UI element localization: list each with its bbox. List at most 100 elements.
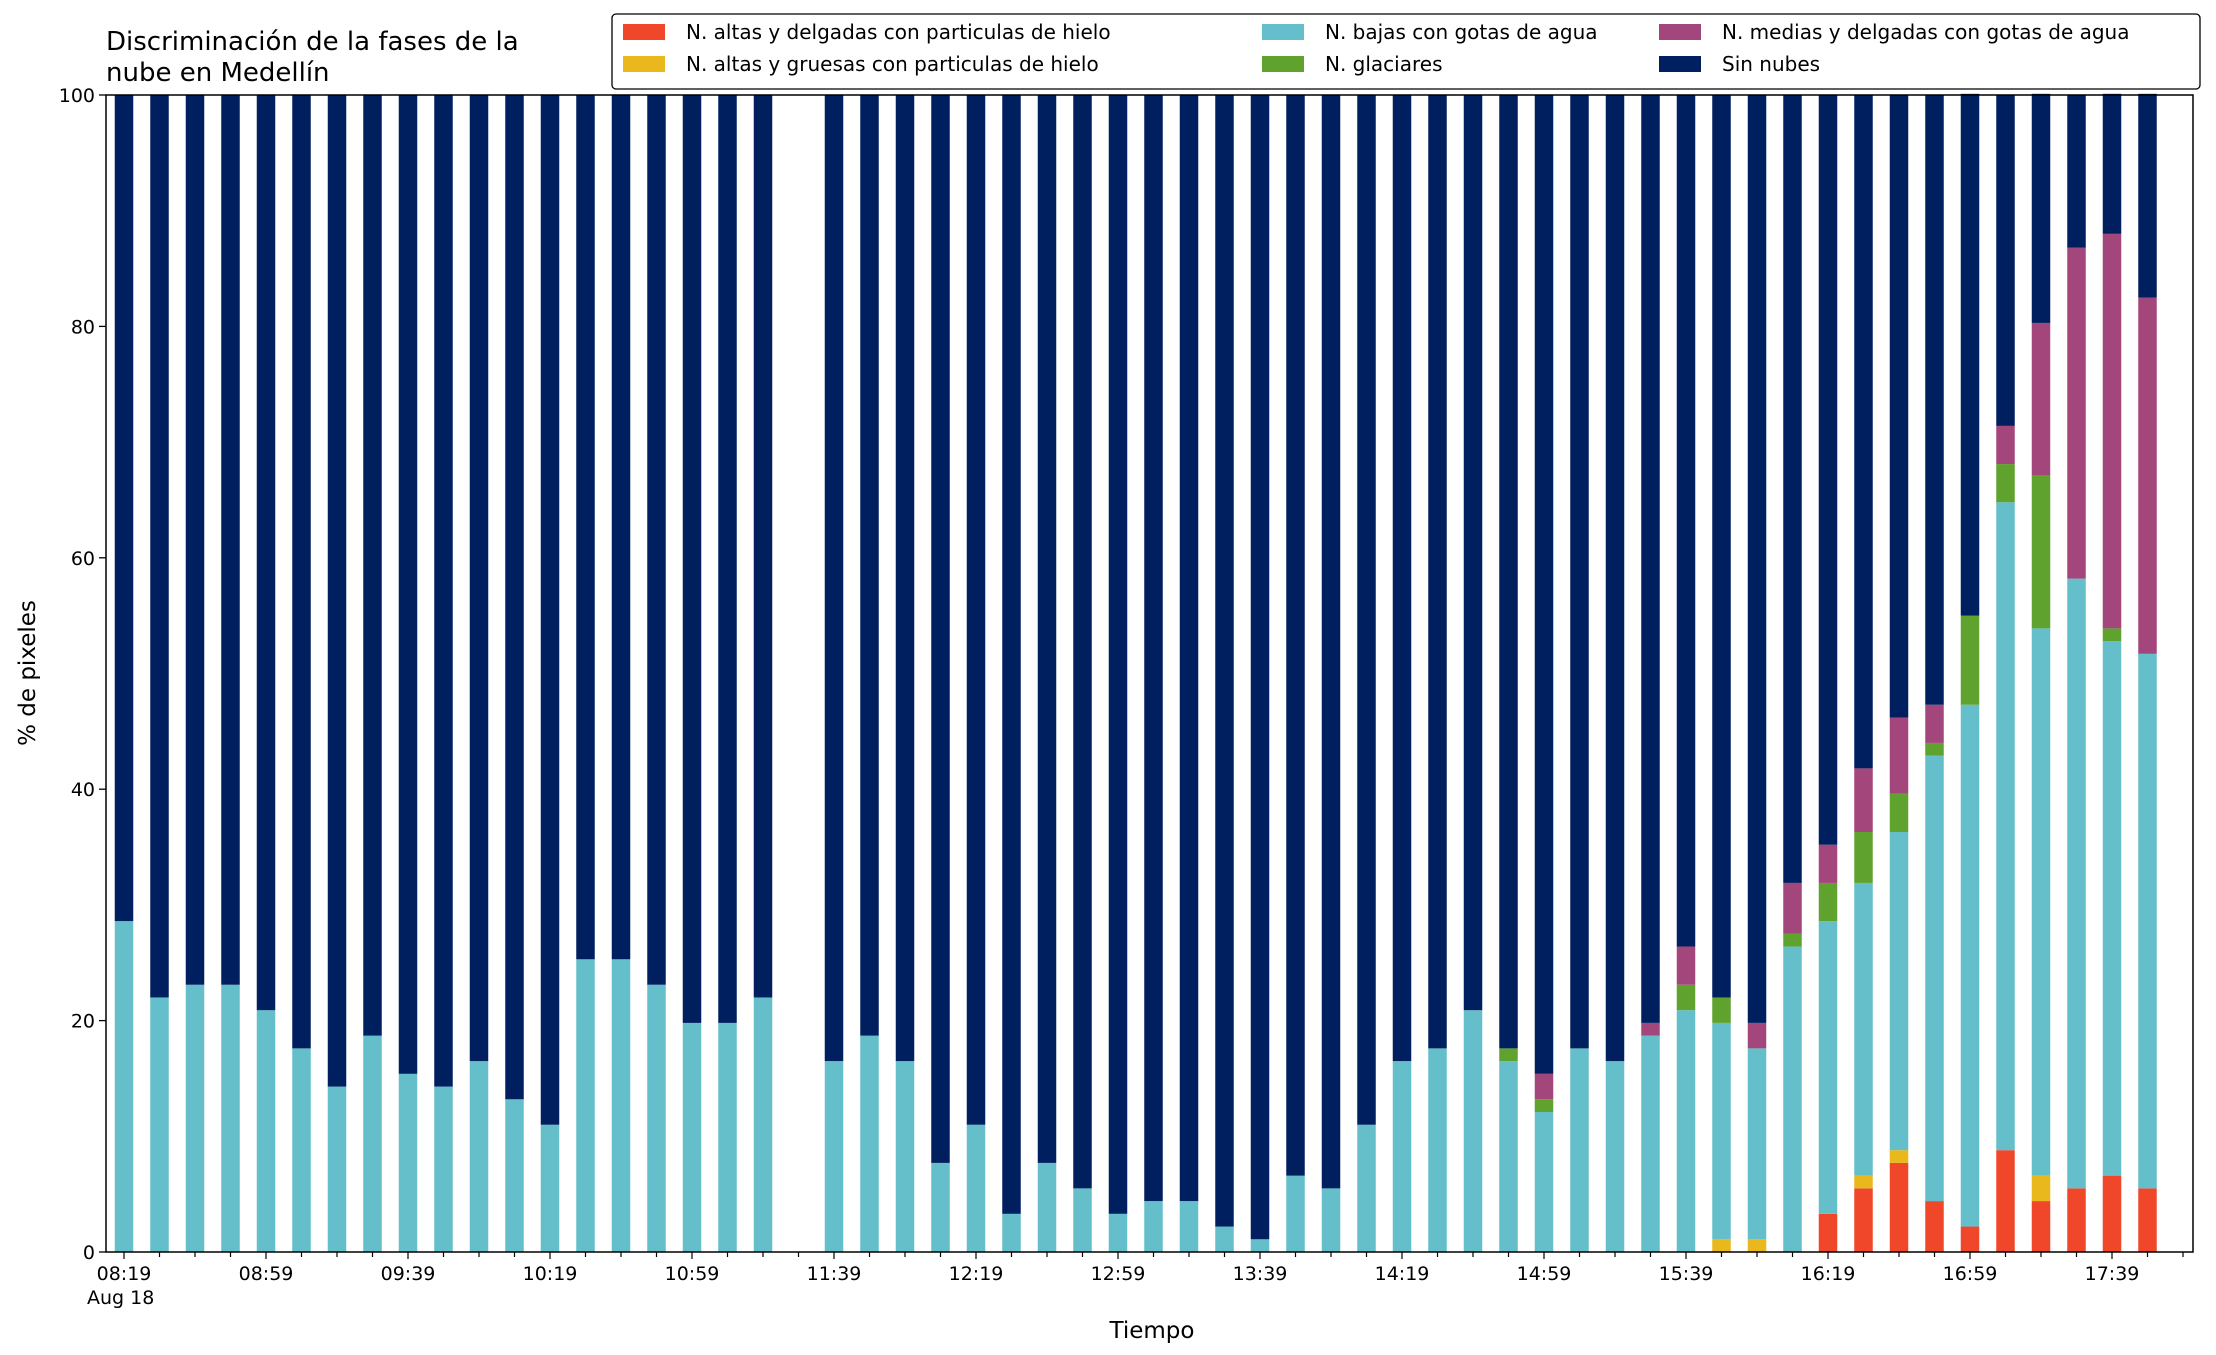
y-tick-label: 40 <box>71 779 95 801</box>
bar-segment <box>1215 95 1234 1227</box>
legend-item: Sin nubes <box>1659 52 1820 76</box>
bar-segment <box>1712 1239 1731 1252</box>
x-tick-label: 08:19 <box>97 1263 152 1285</box>
bar-segment <box>1747 1022 1767 1049</box>
bar-segment <box>611 959 631 1252</box>
bar-segment <box>2102 1175 2122 1252</box>
bar-segment <box>1534 1073 1554 1100</box>
bar-segment <box>1641 1035 1660 1252</box>
bar-segment <box>1783 882 1802 934</box>
bar-segment <box>1250 1239 1270 1252</box>
bar-segment <box>185 95 205 985</box>
bar-segment <box>1889 95 1909 718</box>
bar-segment <box>931 95 950 1163</box>
bar-segment <box>150 997 169 1252</box>
bar-segment <box>1108 1213 1128 1252</box>
bar-segment <box>363 1035 382 1252</box>
x-tick-label: 16:19 <box>1801 1263 1856 1285</box>
bar-segment <box>1747 1048 1767 1240</box>
bar-segment <box>1783 95 1802 883</box>
bar-segment <box>434 1086 453 1252</box>
legend: N. altas y delgadas con particulas de hi… <box>611 13 2201 90</box>
bar-segment <box>2102 233 2122 629</box>
bar-segment <box>895 95 915 1062</box>
bar-segment <box>114 95 134 922</box>
plot-frame <box>105 94 2194 1253</box>
bar-segment <box>1676 1010 1696 1252</box>
bar-segment <box>2031 475 2051 629</box>
bar-segment <box>1925 95 1944 705</box>
bar-segment <box>1818 1213 1838 1252</box>
x-tick-label: 12:19 <box>949 1263 1004 1285</box>
bar-segment <box>292 95 311 1049</box>
bar-segment <box>1925 704 1944 743</box>
bar-segment <box>2031 93 2051 323</box>
bar-segment <box>895 1061 915 1252</box>
x-tick-label: 08:59 <box>239 1263 294 1285</box>
legend-swatch <box>1262 24 1304 40</box>
bar-segment <box>1854 832 1873 883</box>
bar-segment <box>505 95 524 1100</box>
bar-segment <box>1783 933 1802 947</box>
bar-segment <box>1996 95 2015 426</box>
bar-segment <box>150 95 169 998</box>
bar-segment <box>1002 1213 1021 1252</box>
bar-segment <box>1073 95 1092 1189</box>
bar-segment <box>2031 1175 2051 1202</box>
bar-segment <box>966 95 986 1125</box>
bar-segment <box>824 95 844 1062</box>
bar-segment <box>753 997 773 1252</box>
bars-group <box>114 93 2157 1252</box>
legend-label: N. medias y delgadas con gotas de agua <box>1722 20 2130 44</box>
bar-segment <box>1996 1150 2015 1252</box>
bar-segment <box>2102 93 2122 234</box>
bar-segment <box>2102 628 2122 642</box>
legend-label: N. altas y delgadas con particulas de hi… <box>686 20 1111 44</box>
legend-swatch <box>1659 56 1701 72</box>
x-tick-sublabel: Aug 18 <box>87 1287 154 1309</box>
legend-swatch <box>623 24 665 40</box>
bar-segment <box>1037 1162 1057 1252</box>
bar-segment <box>1960 704 1980 1227</box>
bar-segment <box>1037 95 1057 1163</box>
bar-segment <box>1818 844 1838 883</box>
bar-segment <box>1854 1175 1873 1189</box>
bar-segment <box>966 1124 986 1252</box>
bar-segment <box>1321 95 1341 1189</box>
y-tick-label: 0 <box>83 1242 95 1264</box>
bar-segment <box>2138 93 2157 298</box>
y-axis: 0 20 40 60 80 100 <box>59 85 106 1264</box>
bar-segment <box>1144 1201 1163 1252</box>
bar-segment <box>1392 1061 1412 1252</box>
bar-segment <box>363 95 382 1036</box>
bar-segment <box>1996 502 2015 1151</box>
bar-segment <box>1889 717 1909 794</box>
bar-segment <box>434 95 453 1087</box>
bar-segment <box>1499 1061 1518 1252</box>
bar-segment <box>1499 1048 1518 1062</box>
legend-item: N. altas y delgadas con particulas de hi… <box>623 20 1111 44</box>
bar-segment <box>1818 95 1838 845</box>
bar-segment <box>1357 95 1376 1125</box>
legend-frame <box>611 13 2201 90</box>
bar-segment <box>753 95 773 998</box>
y-tick-label: 60 <box>71 548 95 570</box>
bar-segment <box>1108 95 1128 1214</box>
bar-segment <box>1712 1022 1731 1240</box>
bar-segment <box>824 1061 844 1252</box>
bar-segment <box>256 1010 276 1252</box>
bar-segment <box>1676 95 1696 947</box>
bar-segment <box>1712 997 1731 1023</box>
bar-segment <box>1605 1061 1625 1252</box>
bar-segment <box>1960 93 1980 616</box>
bar-segment <box>1854 95 1873 769</box>
bar-segment <box>221 95 240 985</box>
bar-segment <box>1570 95 1589 1049</box>
bar-segment <box>1676 946 1696 985</box>
bar-segment <box>1889 832 1909 1151</box>
bar-segment <box>469 95 489 1062</box>
bar-segment <box>1889 1150 1909 1163</box>
bar-segment <box>1925 742 1944 756</box>
bar-segment <box>1960 615 1980 705</box>
bar-segment <box>2067 1188 2086 1252</box>
